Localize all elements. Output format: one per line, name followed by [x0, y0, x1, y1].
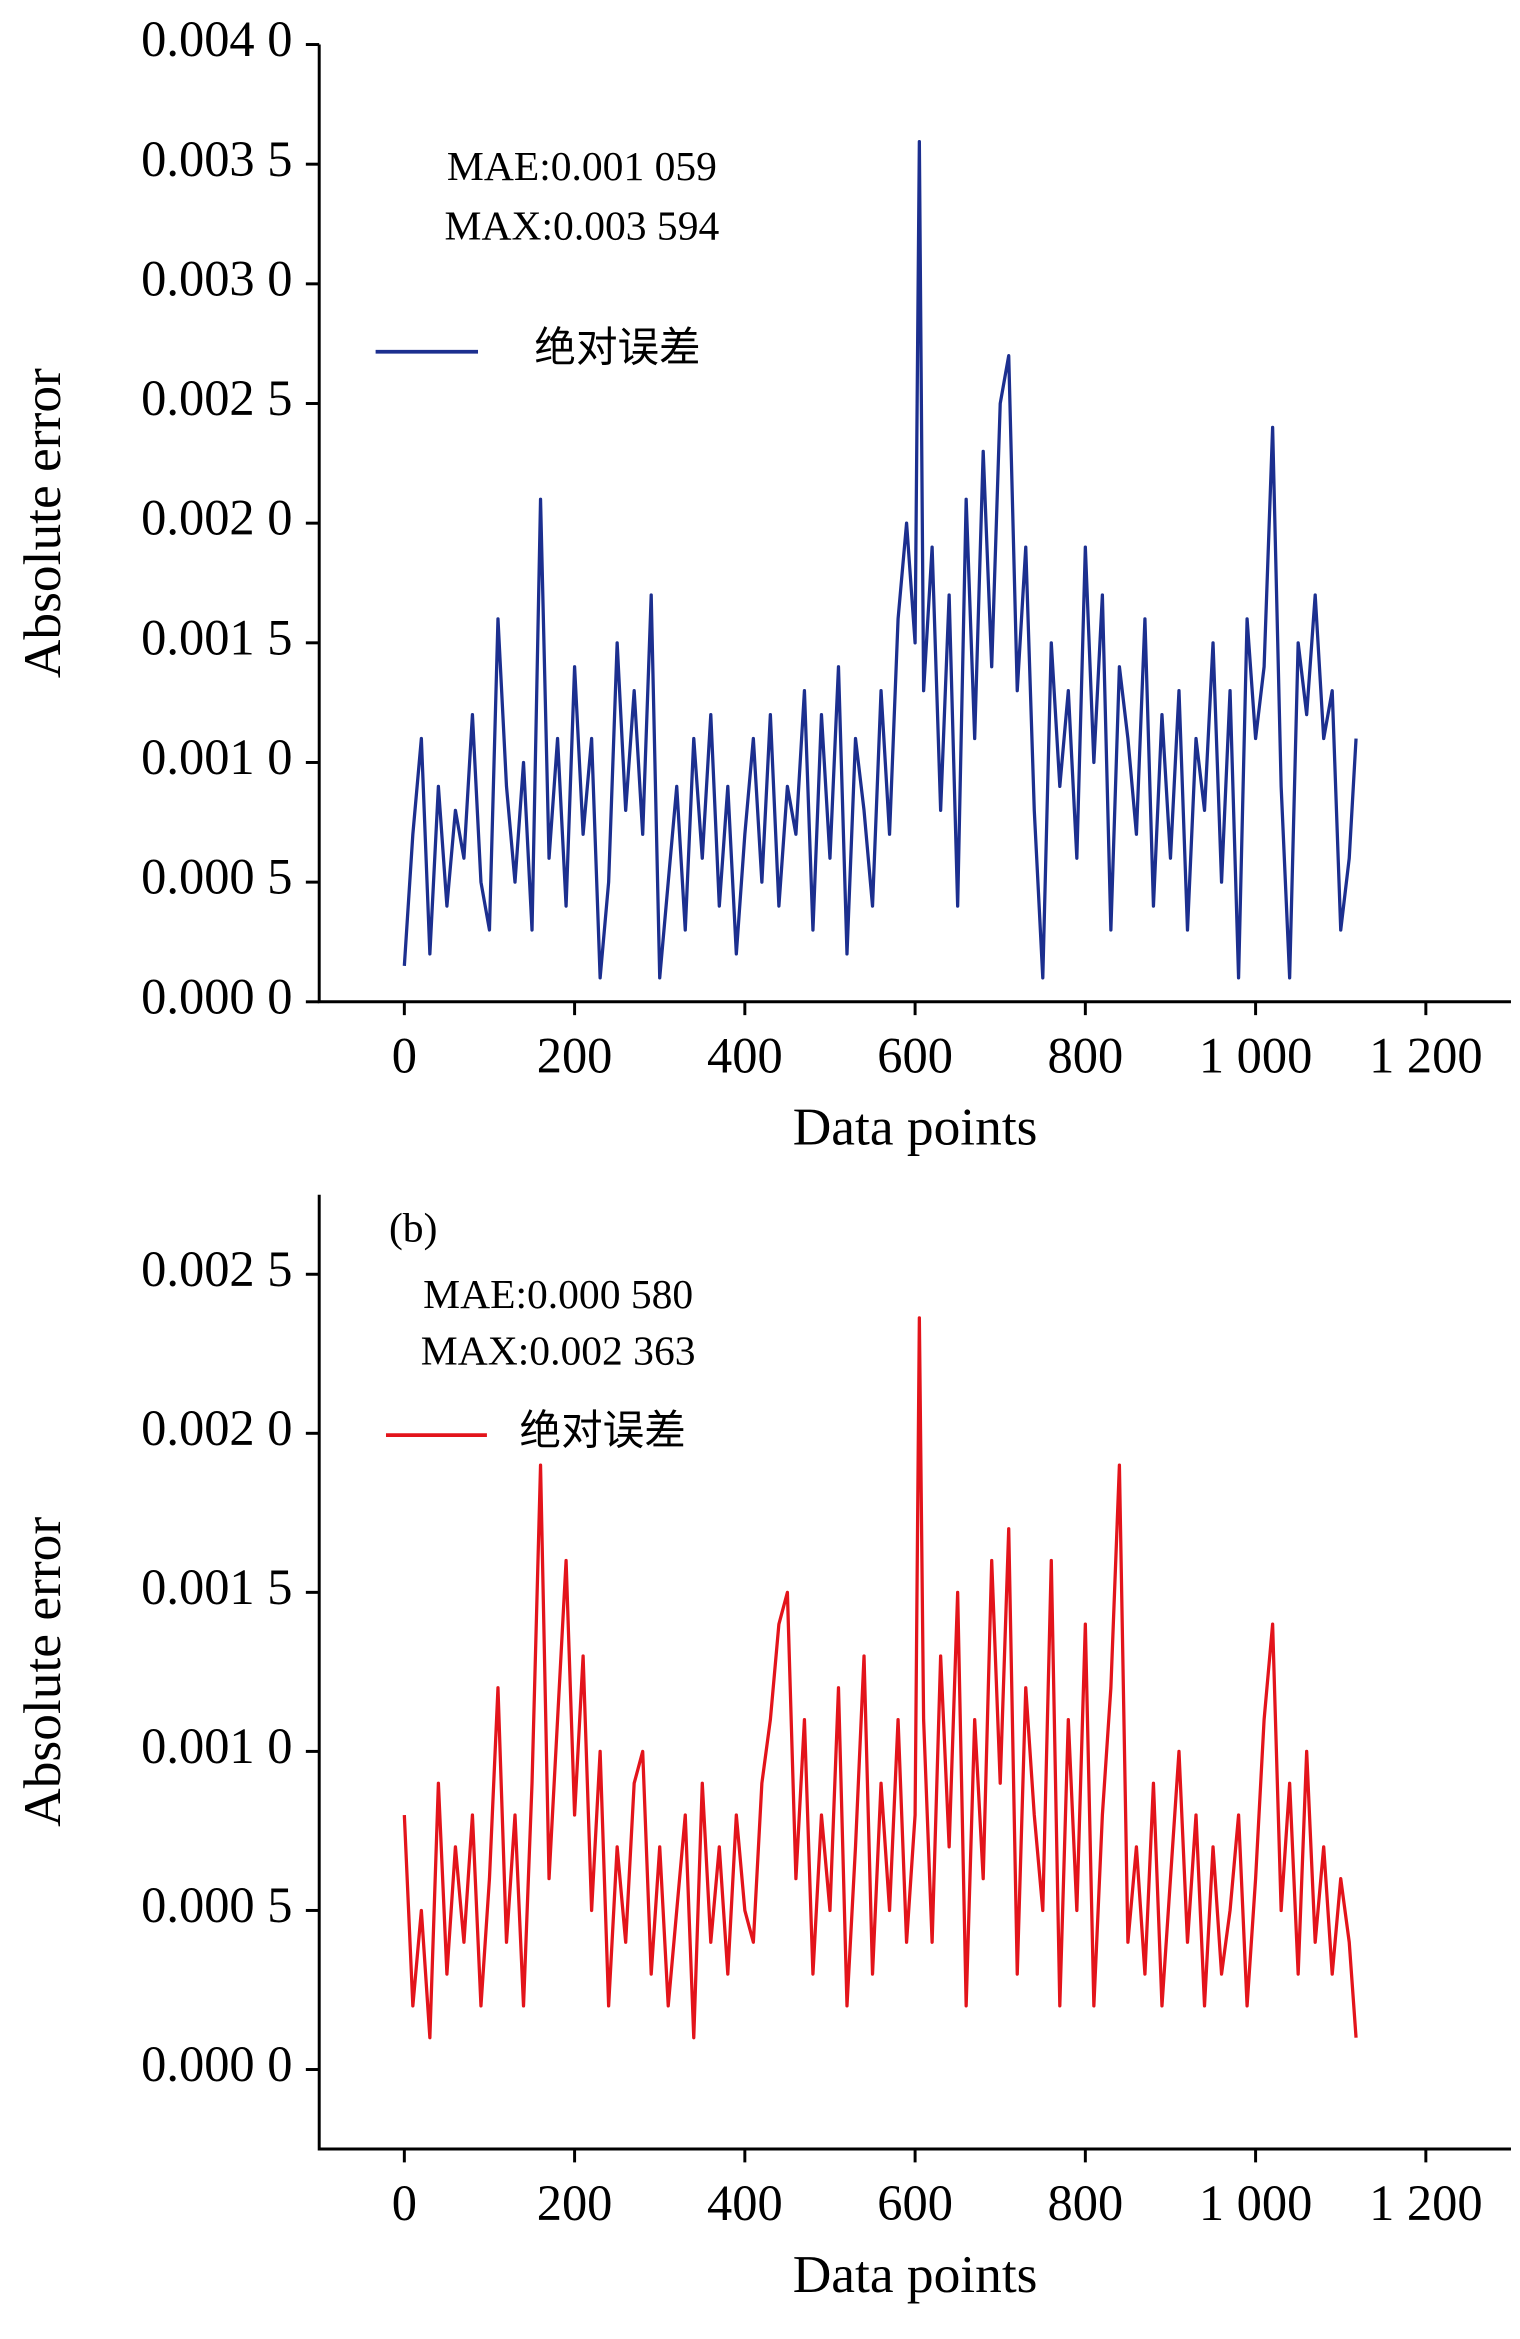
x-tick-label: 0 — [392, 1028, 417, 1084]
legend-label: 绝对误差 — [520, 1408, 686, 1454]
x-tick-label: 1 200 — [1369, 1028, 1483, 1084]
x-tick-label: 800 — [1048, 1028, 1124, 1084]
x-tick-label: 800 — [1048, 2175, 1124, 2231]
y-tick-label: 0.001 0 — [141, 729, 292, 785]
y-tick-label: 0.001 5 — [141, 609, 292, 665]
x-tick-label: 1 000 — [1199, 1028, 1313, 1084]
x-tick-label: 1 200 — [1369, 2175, 1483, 2231]
y-tick-label: 0.003 0 — [141, 250, 292, 306]
data-line — [402, 140, 1358, 980]
y-tick-label: 0.002 5 — [141, 370, 292, 426]
y-tick-label: 0.000 5 — [141, 849, 292, 905]
y-tick-label: 0.000 0 — [141, 968, 292, 1024]
x-tick-label: 200 — [537, 1028, 613, 1084]
y-tick-label: 0.002 5 — [141, 1241, 292, 1297]
x-tick-label: 0 — [392, 2175, 417, 2231]
x-tick-label: 200 — [537, 2175, 613, 2231]
chart-panel: 0.000 0 0.000 5 0.001 0 0.001 5 0.002 0 0.002… — [12, 11, 1511, 1157]
x-tick-label: 400 — [707, 2175, 783, 2231]
y-tick-label: 0.002 0 — [141, 1400, 292, 1456]
y-tick-label: 0.004 0 — [141, 11, 292, 67]
x-tick-label: 600 — [877, 2175, 953, 2231]
x-tick-label: 400 — [707, 1028, 783, 1084]
x-axis-label: Data points — [793, 2244, 1038, 2304]
y-tick-label: 0.001 5 — [141, 1559, 292, 1615]
y-tick-label: 0.003 5 — [141, 131, 292, 187]
y-tick-label: 0.000 5 — [141, 1877, 292, 1933]
y-tick-label: 0.001 0 — [141, 1718, 292, 1774]
annotation: MAE:0.001 059 — [447, 143, 717, 189]
annotation: MAE:0.000 580 — [423, 1271, 693, 1317]
data-line — [402, 1316, 1358, 2040]
x-axis-label: Data points — [793, 1097, 1038, 1157]
annotation: MAX:0.003 594 — [445, 203, 720, 249]
y-axis-label: Absolute error — [12, 1517, 72, 1827]
chart-panel: 0.000 0 0.000 5 0.001 0 0.001 5 0.002 0 0.002… — [12, 1194, 1511, 2304]
annotation: MAX:0.002 363 — [421, 1328, 696, 1374]
axes — [317, 1194, 1511, 2151]
x-tick-label: 1 000 — [1199, 2175, 1313, 2231]
y-tick-label: 0.000 0 — [141, 2036, 292, 2092]
annotation: (b) — [389, 1204, 437, 1251]
legend-label: 绝对误差 — [534, 324, 700, 370]
y-axis-label: Absolute error — [12, 368, 72, 678]
x-tick-label: 600 — [877, 1028, 953, 1084]
y-tick-label: 0.002 0 — [141, 490, 292, 546]
